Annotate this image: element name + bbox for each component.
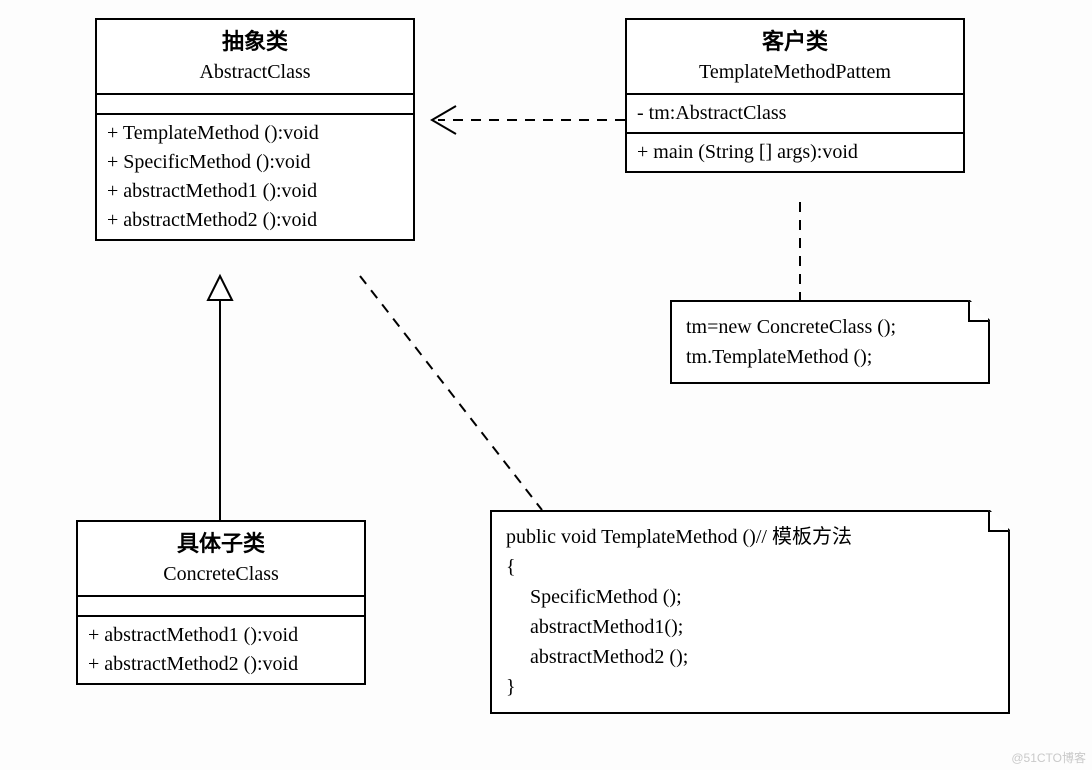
class-concrete-methods: + abstractMethod1 ():void + abstractMeth… — [78, 615, 364, 683]
note-line: abstractMethod1(); — [506, 612, 994, 642]
note-line: { — [506, 552, 994, 582]
method-row: + TemplateMethod ():void — [107, 119, 403, 148]
class-abstract-title: 抽象类 AbstractClass — [97, 20, 413, 93]
class-concrete-title-en: ConcreteClass — [88, 560, 354, 589]
class-client-attrs: - tm:AbstractClass — [627, 93, 963, 132]
class-concrete-title: 具体子类 ConcreteClass — [78, 522, 364, 595]
note-line: SpecificMethod (); — [506, 582, 994, 612]
class-client-methods: + main (String [] args):void — [627, 132, 963, 171]
arrow-hollow-triangle-icon — [208, 276, 232, 300]
class-concrete-attrs — [78, 595, 364, 615]
class-client: 客户类 TemplateMethodPattem - tm:AbstractCl… — [625, 18, 965, 173]
class-abstract-attrs — [97, 93, 413, 113]
note-line: public void TemplateMethod ()// 模板方法 — [506, 522, 994, 552]
class-abstract-methods: + TemplateMethod ():void + SpecificMetho… — [97, 113, 413, 239]
arrow-open-icon — [432, 106, 456, 134]
class-abstract: 抽象类 AbstractClass + TemplateMethod ():vo… — [95, 18, 415, 241]
note-line: abstractMethod2 (); — [506, 642, 994, 672]
edge-note-link — [360, 276, 542, 510]
method-row: + abstractMethod2 ():void — [107, 206, 403, 235]
class-client-title-cn: 客户类 — [637, 26, 953, 58]
class-concrete: 具体子类 ConcreteClass + abstractMethod1 ():… — [76, 520, 366, 685]
class-client-title: 客户类 TemplateMethodPattem — [627, 20, 963, 93]
class-abstract-title-cn: 抽象类 — [107, 26, 403, 58]
note-line: tm=new ConcreteClass (); — [686, 312, 974, 342]
method-row: + abstractMethod2 ():void — [88, 650, 354, 679]
note-line: tm.TemplateMethod (); — [686, 342, 974, 372]
method-row: + SpecificMethod ():void — [107, 148, 403, 177]
note-template: public void TemplateMethod ()// 模板方法 { S… — [490, 510, 1010, 714]
attr-row: - tm:AbstractClass — [637, 99, 953, 128]
note-client: tm=new ConcreteClass (); tm.TemplateMeth… — [670, 300, 990, 384]
class-concrete-title-cn: 具体子类 — [88, 528, 354, 560]
watermark: @51CTO博客 — [1011, 749, 1086, 766]
class-abstract-title-en: AbstractClass — [107, 58, 403, 87]
note-line: } — [506, 672, 994, 702]
method-row: + abstractMethod1 ():void — [88, 621, 354, 650]
class-client-title-en: TemplateMethodPattem — [637, 58, 953, 87]
method-row: + abstractMethod1 ():void — [107, 177, 403, 206]
method-row: + main (String [] args):void — [637, 138, 953, 167]
